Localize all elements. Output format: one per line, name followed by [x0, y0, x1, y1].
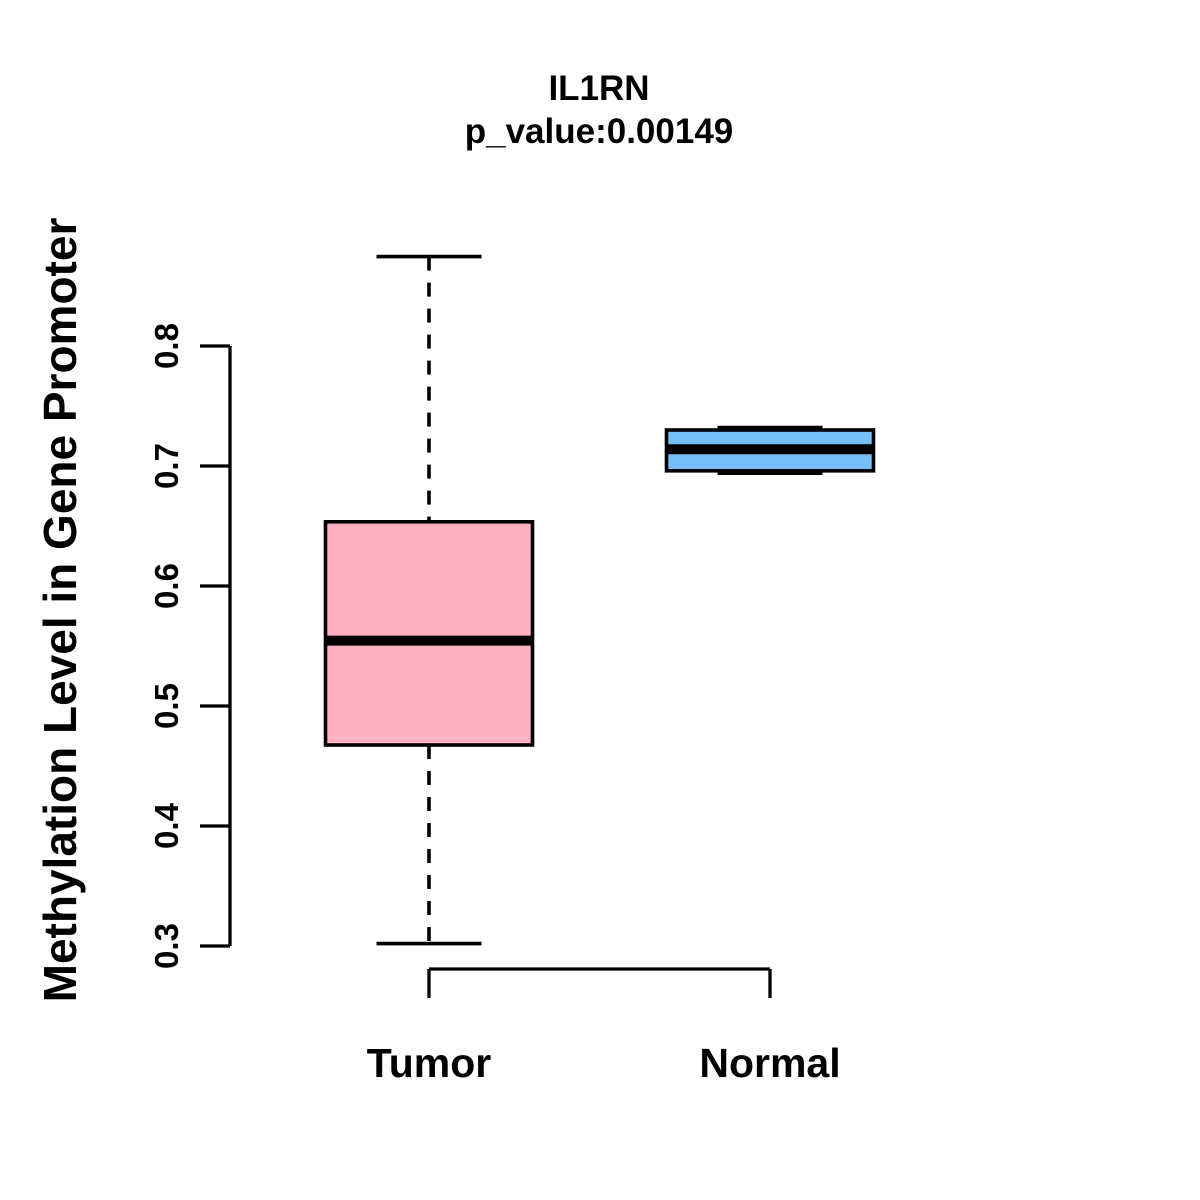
- y-tick-label: 0.8: [148, 323, 185, 369]
- y-tick-label: 0.4: [148, 802, 185, 849]
- y-tick-label: 0.3: [148, 923, 185, 969]
- p-value-label: p_value:0.00149: [464, 112, 734, 151]
- box-tumor: [323, 519, 535, 747]
- chart-title: IL1RN: [548, 69, 650, 108]
- y-tick-label: 0.6: [148, 563, 185, 609]
- x-category-label: Tumor: [367, 1040, 492, 1086]
- y-tick-label: 0.5: [148, 683, 185, 729]
- y-tick-label: 0.7: [148, 443, 185, 489]
- x-category-label: Normal: [699, 1040, 840, 1086]
